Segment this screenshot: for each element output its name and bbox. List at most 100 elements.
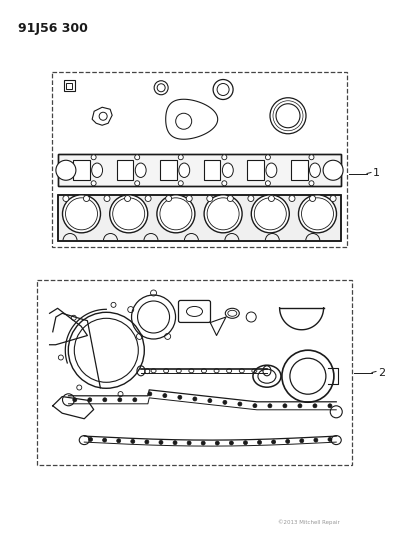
Circle shape	[265, 155, 270, 160]
Circle shape	[62, 195, 100, 233]
Circle shape	[159, 440, 162, 445]
Circle shape	[162, 393, 166, 398]
Circle shape	[173, 441, 177, 445]
Circle shape	[288, 196, 294, 201]
Circle shape	[327, 438, 331, 441]
Circle shape	[88, 398, 92, 402]
Circle shape	[91, 181, 96, 185]
Circle shape	[298, 195, 336, 233]
Bar	[66, 83, 72, 88]
Circle shape	[73, 398, 76, 402]
Circle shape	[297, 404, 301, 408]
Text: 1: 1	[372, 168, 379, 179]
Circle shape	[254, 198, 285, 230]
Circle shape	[207, 198, 238, 230]
Circle shape	[251, 195, 289, 233]
Circle shape	[102, 438, 106, 442]
Circle shape	[322, 160, 342, 180]
Circle shape	[160, 198, 191, 230]
Circle shape	[135, 181, 139, 185]
Circle shape	[133, 398, 137, 402]
Bar	[63, 80, 74, 91]
Circle shape	[309, 196, 315, 201]
Text: 2: 2	[377, 367, 384, 377]
Circle shape	[229, 441, 233, 445]
Circle shape	[124, 196, 130, 201]
Circle shape	[117, 439, 120, 443]
Circle shape	[329, 196, 335, 201]
Circle shape	[206, 196, 212, 201]
Ellipse shape	[178, 163, 189, 177]
Circle shape	[165, 196, 171, 201]
Circle shape	[301, 198, 333, 230]
Circle shape	[237, 402, 241, 406]
Circle shape	[192, 397, 196, 401]
Bar	[58, 154, 340, 186]
Bar	[117, 160, 133, 180]
Circle shape	[178, 181, 183, 185]
Circle shape	[186, 196, 192, 201]
Circle shape	[130, 439, 135, 443]
Bar	[73, 160, 90, 180]
Circle shape	[178, 395, 182, 399]
Circle shape	[157, 195, 194, 233]
Circle shape	[178, 155, 183, 160]
Circle shape	[227, 196, 233, 201]
Circle shape	[243, 441, 247, 445]
Circle shape	[299, 439, 303, 443]
Circle shape	[265, 181, 270, 185]
Circle shape	[215, 441, 219, 445]
Circle shape	[135, 155, 139, 160]
Ellipse shape	[92, 163, 102, 177]
Circle shape	[63, 196, 69, 201]
Circle shape	[148, 392, 151, 396]
Circle shape	[65, 198, 97, 230]
Ellipse shape	[135, 163, 146, 177]
Bar	[37, 280, 351, 465]
Circle shape	[104, 196, 110, 201]
Circle shape	[221, 155, 226, 160]
Circle shape	[308, 181, 313, 185]
Circle shape	[56, 160, 76, 180]
Circle shape	[112, 198, 144, 230]
Circle shape	[327, 404, 331, 408]
Ellipse shape	[309, 163, 319, 177]
Text: ©2013 Mitchell Repair: ©2013 Mitchell Repair	[278, 519, 339, 525]
Circle shape	[222, 400, 226, 405]
Circle shape	[204, 195, 241, 233]
Circle shape	[117, 398, 121, 402]
Circle shape	[285, 439, 289, 443]
Circle shape	[252, 403, 256, 408]
Circle shape	[187, 441, 191, 445]
Ellipse shape	[265, 163, 276, 177]
Circle shape	[312, 404, 316, 408]
Circle shape	[145, 196, 151, 201]
Circle shape	[268, 196, 274, 201]
Bar	[203, 160, 220, 180]
Circle shape	[271, 440, 275, 444]
Circle shape	[201, 441, 205, 445]
Circle shape	[247, 196, 253, 201]
Bar	[247, 160, 263, 180]
Circle shape	[313, 438, 317, 442]
Ellipse shape	[222, 163, 233, 177]
Circle shape	[267, 404, 271, 408]
Circle shape	[144, 440, 148, 444]
Bar	[58, 195, 340, 240]
Circle shape	[88, 438, 92, 441]
Text: 91J56 300: 91J56 300	[18, 22, 88, 35]
Bar	[58, 195, 340, 240]
Circle shape	[110, 195, 147, 233]
Circle shape	[257, 440, 261, 445]
Circle shape	[308, 155, 313, 160]
Bar	[52, 72, 346, 247]
Circle shape	[282, 404, 286, 408]
Circle shape	[207, 399, 211, 402]
Circle shape	[91, 155, 96, 160]
Bar	[58, 154, 340, 186]
Circle shape	[83, 196, 89, 201]
Circle shape	[221, 181, 226, 185]
Circle shape	[103, 398, 107, 402]
Bar	[290, 160, 307, 180]
Bar	[160, 160, 176, 180]
